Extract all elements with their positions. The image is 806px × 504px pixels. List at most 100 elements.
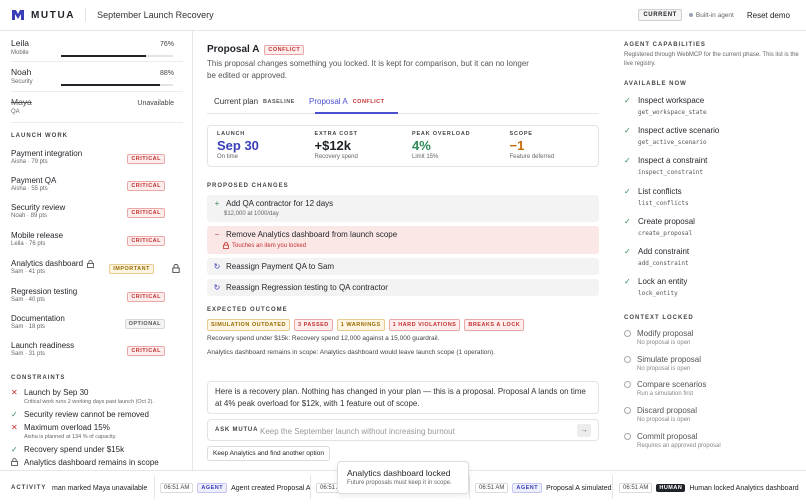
locked-discard-proposal: Discard proposal No proposal is open <box>624 406 799 423</box>
constraint-launch-date[interactable]: ✕ Launch by Sep 30 Critical work runs 2 w… <box>11 388 191 405</box>
tab-proposal-a[interactable]: Proposal A CONFLICT <box>309 97 385 106</box>
check-icon: ✓ <box>624 126 631 135</box>
task-payment-qa[interactable]: Payment QA Aisha · 55 pts CRITICAL <box>11 176 183 192</box>
fail-icon: ✕ <box>11 388 18 397</box>
constraint-analytics-scope[interactable]: Analytics dashboard remains in scope <box>11 458 191 469</box>
capability-code: inspect_constraint <box>638 169 704 176</box>
locked-commit-proposal: Commit proposal Requires an approved pro… <box>624 432 799 449</box>
proposal-title: Proposal A <box>207 44 260 55</box>
priority-badge: CRITICAL <box>127 181 165 191</box>
capability-inspect-workspace[interactable]: ✓ Inspect workspace get_workspace_state <box>624 96 799 116</box>
task-meta: Noah · 89 pts <box>11 213 48 219</box>
task-documentation[interactable]: Documentation Sam · 18 pts OPTIONAL <box>11 314 183 330</box>
toast-title: Analytics dashboard locked <box>347 468 451 478</box>
change-add-contractor[interactable]: + Add QA contractor for 12 days $12,000 a… <box>207 195 599 222</box>
active-tab-indicator <box>315 112 398 114</box>
change-reassign-regression[interactable]: ↻ Reassign Regression testing to QA contr… <box>207 279 599 296</box>
capability-inspect-scenario[interactable]: ✓ Inspect active scenario get_active_scen… <box>624 126 799 146</box>
pill-warnings: 1 WARNINGS <box>336 319 385 331</box>
task-analytics-dashboard[interactable]: Analytics dashboard Sam · 41 pts IMPORTA… <box>11 259 183 275</box>
check-icon: ✓ <box>11 445 18 454</box>
toast-message: Future proposals must keep it in scope. <box>347 480 452 486</box>
team-member-noah[interactable]: Noah Security 88% <box>11 67 183 86</box>
task-meta: Aisha · 55 pts <box>11 186 48 192</box>
task-meta: Sam · 31 pts <box>11 351 46 357</box>
activity-item: 06:51 AM AGENT Agent created Proposal A <box>160 480 311 496</box>
row-divider <box>11 122 183 123</box>
top-bar: MUTUA September Launch Recovery CURRENT … <box>0 0 806 31</box>
priority-badge: CRITICAL <box>127 208 165 218</box>
activity-divider <box>154 475 155 499</box>
constraint-max-overload[interactable]: ✕ Maximum overload 15% Aisha is planned a… <box>11 423 191 440</box>
capability-inspect-constraint[interactable]: ✓ Inspect a constraint inspect_constraint <box>624 156 799 176</box>
change-text: Add QA contractor for 12 days <box>226 199 334 208</box>
task-name: Payment QA <box>11 176 57 185</box>
task-launch-readiness[interactable]: Launch readiness Sam · 31 pts CRITICAL <box>11 341 183 357</box>
center-panel: Proposal A CONFLICT This proposal change… <box>194 31 612 470</box>
member-status: Unavailable <box>137 100 174 107</box>
member-name: Noah <box>11 67 32 77</box>
ask-input[interactable] <box>260 424 560 438</box>
activity-text: Agent created Proposal A <box>231 484 311 492</box>
task-mobile-release[interactable]: Mobile release Leila · 76 pts CRITICAL <box>11 231 183 247</box>
tab-badge: CONFLICT <box>352 98 385 105</box>
stat-scope: SCOPE −1 Feature deferred <box>501 126 599 166</box>
task-meta: Sam · 40 pts <box>11 297 46 303</box>
lock-toggle-icon[interactable] <box>172 264 180 273</box>
lock-toast[interactable]: Analytics dashboard locked Future propos… <box>337 461 469 494</box>
capability-name: Create proposal <box>638 217 695 226</box>
capability-code: get_active_scenario <box>638 139 707 146</box>
activity-item: 06:51 AM AGENT Proposal A simulated <box>475 480 611 496</box>
fail-icon: ✕ <box>11 423 18 432</box>
suggestion-chip[interactable]: Keep Analytics and find another option <box>207 446 330 461</box>
team-member-leila[interactable]: Leila Mobile 76% <box>11 38 183 57</box>
stat-launch: LAUNCH Sep 30 On time <box>208 126 306 166</box>
capability-name: Lock an entity <box>638 277 688 286</box>
locked-simulate-proposal: Simulate proposal No proposal is open <box>624 355 799 372</box>
capability-name: Discard proposal <box>637 406 698 415</box>
load-bar <box>61 84 173 86</box>
capability-reason: Run a simulation first <box>637 391 694 397</box>
team-member-maya[interactable]: Maya QA Unavailable <box>11 97 183 115</box>
activity-item: 06:51 AM HUMAN Human locked Analytics da… <box>619 480 799 496</box>
agent-label: Built-in agent <box>695 11 734 19</box>
locked-modify-proposal: Modify proposal No proposal is open <box>624 329 799 346</box>
member-role: QA <box>11 109 20 115</box>
capability-name: Inspect a constraint <box>638 156 708 165</box>
change-reassign-payment-qa[interactable]: ↻ Reassign Payment QA to Sam <box>207 258 599 275</box>
capability-name: Inspect active scenario <box>638 126 720 135</box>
conflict-badge: CONFLICT <box>264 44 305 55</box>
constraint-recovery-spend[interactable]: ✓ Recovery spend under $15k <box>11 445 191 455</box>
priority-badge: CRITICAL <box>127 236 165 246</box>
task-security-review[interactable]: Security review Noah · 89 pts CRITICAL <box>11 203 183 219</box>
reset-demo-button[interactable]: Reset demo <box>746 10 790 20</box>
capability-create-proposal[interactable]: ✓ Create proposal create_proposal <box>624 217 799 237</box>
constraint-security-review[interactable]: ✓ Security review cannot be removed <box>11 410 191 420</box>
capability-code: get_workspace_state <box>638 109 707 116</box>
capability-name: Compare scenarios <box>637 380 707 389</box>
change-remove-analytics[interactable]: − Remove Analytics dashboard from launch … <box>207 226 599 254</box>
constraint-text: Recovery spend under $15k <box>24 445 125 454</box>
capability-reason: Requires an approved proposal <box>637 443 721 449</box>
capability-list-conflicts[interactable]: ✓ List conflicts list_conflicts <box>624 187 799 207</box>
priority-badge: CRITICAL <box>127 292 165 302</box>
task-name: Security review <box>11 203 66 212</box>
task-meta: Aisha · 79 pts <box>11 159 48 165</box>
capability-code: create_proposal <box>638 230 693 237</box>
tab-current-plan[interactable]: Current plan BASELINE <box>214 97 295 106</box>
tab-label: Proposal A <box>309 97 348 106</box>
task-payment-integration[interactable]: Payment integration Aisha · 79 pts CRITI… <box>11 149 183 165</box>
member-role: Mobile <box>11 50 29 56</box>
radio-icon <box>624 433 631 440</box>
capability-add-constraint[interactable]: ✓ Add constraint add_constraint <box>624 247 799 267</box>
radio-icon <box>624 381 631 388</box>
constraint-detail: Critical work runs 2 working days past l… <box>24 399 154 405</box>
ask-box: ASK MUTUA → <box>207 419 599 441</box>
task-regression-testing[interactable]: Regression testing Sam · 40 pts CRITICAL <box>11 287 183 303</box>
check-icon: ✓ <box>624 156 631 165</box>
stat-value: −1 <box>509 138 525 153</box>
capability-lock-entity[interactable]: ✓ Lock an entity lock_entity <box>624 277 799 297</box>
member-load-pct: 88% <box>159 70 174 77</box>
task-meta: Sam · 18 pts <box>11 324 46 330</box>
send-arrow-icon[interactable]: → <box>577 424 591 437</box>
